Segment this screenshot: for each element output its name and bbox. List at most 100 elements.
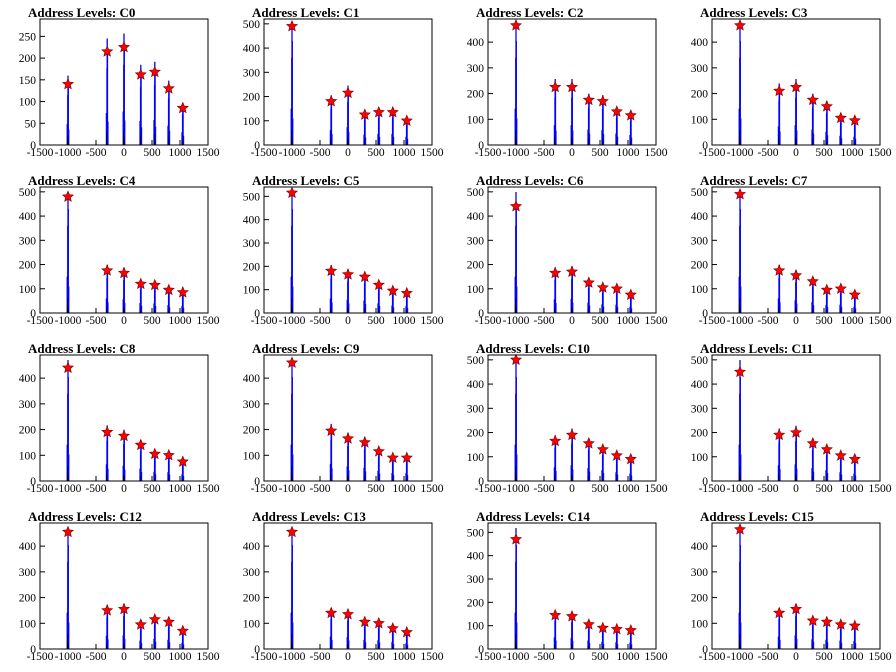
x-tick-label: 0 (345, 483, 351, 495)
x-tick-label: 0 (121, 147, 127, 159)
x-tick-label: -500 (757, 483, 778, 495)
peak-marker (134, 618, 147, 630)
peak-marker (848, 619, 861, 632)
peak-marker (358, 270, 371, 282)
x-tick-label: 1000 (393, 315, 416, 327)
x-tick-label: 1500 (645, 147, 668, 159)
histogram-plot: 0 100 200 300 400 500 -1500 -1000 -500 0 500 1000 15… (691, 354, 892, 495)
y-tick-label: 300 (243, 67, 261, 79)
y-tick-label: 0 (702, 476, 708, 488)
y-tick-label: 100 (467, 621, 485, 633)
peak-marker (176, 455, 189, 467)
y-tick-label: 400 (467, 37, 485, 49)
y-tick-label: 300 (467, 574, 485, 586)
peak-marker (509, 199, 523, 212)
peak-marker (582, 437, 595, 449)
x-tick-label: -1500 (251, 651, 278, 663)
x-tick-label: 0 (345, 651, 351, 663)
y-tick-label: 0 (702, 140, 708, 152)
histogram-plot: 0 100 200 300 400 500 -1500 -1000 -500 0 500 1000 15… (467, 522, 668, 663)
peak-marker (806, 93, 819, 106)
peak-marker (610, 282, 623, 294)
x-tick-label: 1000 (393, 147, 416, 159)
x-tick-label: -1000 (503, 147, 530, 159)
peak-marker (400, 625, 413, 638)
x-tick-label: -1000 (55, 651, 82, 663)
histogram-panel: Address Levels: C9 0 100 200 300 400 -1500 -100… (224, 336, 448, 504)
peak-marker (176, 101, 189, 114)
histogram-panel: Address Levels: C15 0 100 200 300 400 -1500 -10… (672, 504, 896, 672)
x-tick-label: -1500 (251, 147, 278, 159)
histogram-bar-group (514, 192, 518, 313)
y-tick-label: 100 (467, 114, 485, 126)
chart-title: Address Levels: C14 (476, 509, 590, 524)
histogram-bar-group (346, 432, 350, 481)
x-tick-label: -500 (85, 147, 106, 159)
peak-marker (341, 86, 355, 99)
x-tick-label: 500 (143, 147, 161, 159)
peak-marker (162, 82, 175, 94)
y-tick-label: 0 (702, 644, 708, 656)
x-tick-label: -1500 (475, 483, 502, 495)
peak-marker (806, 437, 819, 449)
y-tick-label: 200 (467, 260, 485, 272)
y-tick-label: 100 (691, 618, 709, 630)
histogram-panel: Address Levels: C7 0 100 200 300 400 500 -1500-… (672, 168, 896, 336)
y-tick-label: 500 (691, 355, 709, 367)
x-tick-label: -1000 (727, 651, 754, 663)
x-tick-label: 500 (591, 315, 609, 327)
peak-marker (372, 105, 385, 118)
peak-marker (285, 525, 299, 538)
histogram-bar-group (514, 360, 518, 481)
x-tick-label: 500 (591, 147, 609, 159)
histogram-bar-group (587, 278, 591, 313)
x-tick-label: -1000 (503, 483, 530, 495)
y-tick-label: 300 (19, 399, 37, 411)
peak-marker (148, 447, 161, 460)
peak-marker (134, 68, 147, 80)
x-tick-label: 1500 (421, 315, 444, 327)
peak-marker (789, 602, 803, 615)
peak-marker (117, 602, 131, 615)
peak-marker (134, 277, 147, 290)
y-tick-label: 150 (19, 75, 37, 87)
histogram-bar-group (66, 360, 70, 481)
histogram-bar-group (738, 192, 742, 313)
y-tick-label: 300 (243, 238, 261, 250)
x-tick-label: 500 (815, 147, 833, 159)
y-tick-label: 0 (30, 140, 36, 152)
chart-title: Address Levels: C15 (700, 509, 814, 524)
x-tick-label: -1000 (727, 483, 754, 495)
x-tick-label: 500 (143, 483, 161, 495)
y-tick-label: 300 (467, 403, 485, 415)
y-tick-label: 100 (19, 97, 37, 109)
x-tick-label: 500 (591, 651, 609, 663)
x-tick-label: 0 (121, 651, 127, 663)
histogram-plot: 0 100 200 300 400 500 -1500 -1000 -500 0 500 1000 15… (467, 353, 668, 495)
x-tick-label: 1000 (393, 483, 416, 495)
y-tick-label: 100 (19, 618, 37, 630)
y-tick-label: 0 (702, 308, 708, 320)
peak-marker (624, 109, 637, 121)
y-tick-label: 500 (243, 19, 261, 31)
peak-marker (549, 80, 562, 93)
chart-title: Address Levels: C4 (28, 173, 136, 188)
peak-marker (806, 614, 819, 626)
x-tick-label: -1500 (27, 651, 54, 663)
histogram-panel: Address Levels: C14 0 100 200 300 400 500 -1500… (448, 504, 672, 672)
x-tick-label: 0 (793, 651, 799, 663)
x-tick-label: -500 (533, 147, 554, 159)
peak-marker (773, 84, 786, 97)
histogram-plot: 0 100 200 300 400 -1500 -1000 -500 0 500 1000 1500 (19, 522, 220, 663)
x-tick-label: -500 (309, 483, 330, 495)
peak-marker (162, 448, 175, 461)
peak-marker (285, 356, 299, 368)
peak-marker (509, 19, 523, 31)
peak-marker (596, 94, 609, 107)
x-tick-label: -500 (309, 651, 330, 663)
peak-marker (820, 615, 833, 628)
y-tick-label: 200 (691, 260, 709, 272)
peak-marker (834, 618, 847, 630)
peak-marker (733, 19, 747, 31)
y-tick-label: 300 (467, 235, 485, 247)
